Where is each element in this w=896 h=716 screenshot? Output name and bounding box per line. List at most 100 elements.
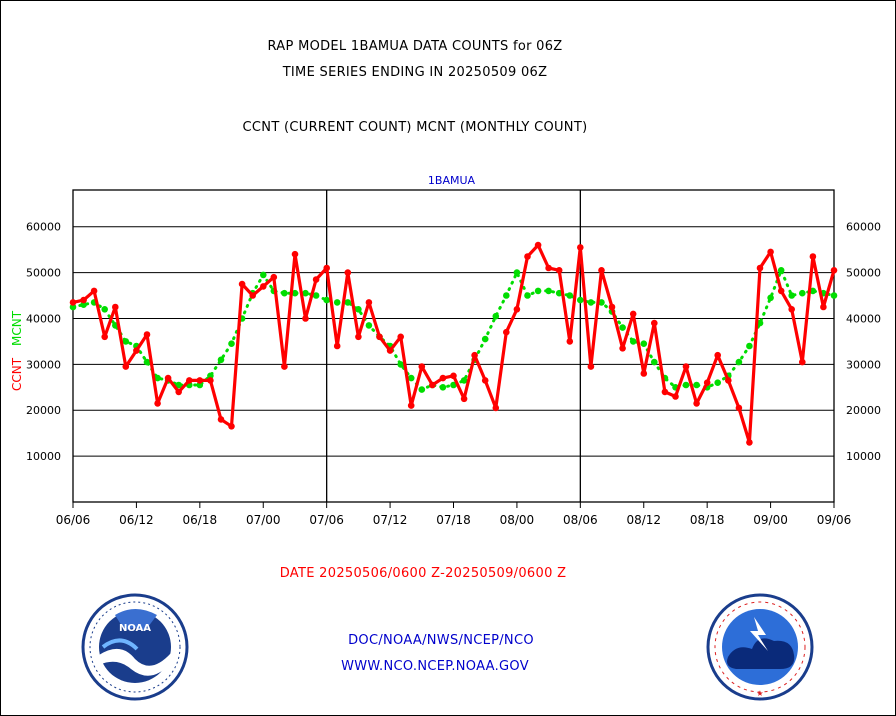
date-range-label: DATE 20250506/0600 Z-20250509/0600 Z [279, 566, 567, 581]
data-point-mcnt [207, 372, 214, 380]
data-point-mcnt [450, 381, 457, 389]
data-point-mcnt [439, 384, 447, 391]
data-point-ccnt [365, 299, 373, 306]
data-point-mcnt [365, 322, 373, 329]
data-point-ccnt [407, 402, 415, 409]
data-point-mcnt [196, 381, 204, 389]
data-point-ccnt [323, 264, 331, 272]
data-point-mcnt [640, 340, 648, 348]
data-point-mcnt [281, 289, 288, 297]
chart-subtitle: CCNT (CURRENT COUNT) MCNT (MONTHLY COUNT… [242, 120, 588, 135]
data-point-mcnt [777, 267, 785, 274]
data-point-ccnt [460, 395, 468, 403]
data-point-mcnt [460, 377, 468, 384]
data-point-ccnt [450, 372, 457, 380]
data-point-ccnt [186, 377, 193, 384]
data-point-mcnt [481, 335, 489, 343]
data-point-mcnt [788, 292, 795, 299]
data-point-ccnt [534, 241, 542, 249]
data-point-ccnt [799, 358, 806, 366]
data-point-ccnt [703, 379, 711, 387]
data-point-mcnt [228, 340, 235, 348]
x-tick-label: 08/12 [626, 513, 661, 527]
data-point-ccnt [302, 315, 309, 322]
data-point-ccnt [90, 287, 98, 295]
data-point-ccnt [112, 303, 119, 311]
data-point-mcnt [407, 374, 415, 382]
data-point-ccnt [577, 244, 584, 251]
x-tick-label: 08/06 [563, 513, 598, 527]
data-point-mcnt [534, 287, 542, 295]
chart-title-line1: RAP MODEL 1BAMUA DATA COUNTS for 06Z [267, 39, 563, 54]
y-tick-label-left: 40000 [26, 312, 61, 325]
data-point-mcnt [154, 374, 161, 382]
data-point-mcnt [566, 292, 574, 299]
website-link[interactable]: WWW.NCO.NCEP.NOAA.GOV [341, 659, 529, 674]
data-point-ccnt [503, 328, 510, 336]
data-point-ccnt [598, 267, 605, 274]
data-point-ccnt [122, 363, 130, 370]
data-point-ccnt [545, 264, 552, 272]
y-tick-label-right: 60000 [846, 221, 881, 234]
data-point-ccnt [513, 306, 521, 313]
data-point-ccnt [714, 351, 721, 359]
svg-text:★: ★ [756, 689, 763, 698]
data-point-ccnt [270, 273, 278, 281]
data-point-mcnt [651, 358, 658, 366]
data-point-ccnt [207, 377, 214, 384]
data-point-mcnt [767, 294, 774, 302]
y-axis-label-mcnt: MCNT [10, 310, 24, 346]
data-point-mcnt [492, 312, 500, 320]
national-weather-service-logo: ★ [706, 593, 814, 701]
data-point-ccnt [154, 400, 161, 407]
y-tick-label-left: 30000 [26, 358, 61, 371]
data-point-ccnt [175, 388, 182, 396]
data-point-ccnt [693, 400, 700, 407]
data-point-ccnt [80, 296, 87, 304]
data-point-ccnt [238, 280, 246, 288]
y-tick-label-right: 20000 [846, 404, 881, 417]
data-point-ccnt [260, 283, 267, 290]
data-point-ccnt [291, 250, 299, 258]
data-point-mcnt [629, 338, 637, 345]
data-point-ccnt [228, 423, 235, 430]
data-point-mcnt [799, 289, 806, 297]
data-point-ccnt [566, 338, 574, 345]
x-tick-label: 07/00 [246, 513, 281, 527]
data-point-mcnt [260, 271, 267, 279]
x-tick-label: 06/12 [119, 513, 154, 527]
noaa-logo: NOAA [81, 593, 189, 701]
data-point-mcnt [513, 269, 521, 276]
data-point-mcnt [682, 381, 690, 389]
data-point-ccnt [196, 377, 204, 384]
data-point-mcnt [101, 306, 108, 313]
y-tick-label-left: 20000 [26, 404, 61, 417]
data-point-mcnt [323, 296, 331, 304]
data-point-mcnt [577, 296, 584, 304]
data-point-ccnt [629, 310, 637, 318]
data-point-mcnt [69, 303, 77, 311]
data-point-ccnt [101, 333, 108, 341]
data-point-ccnt [661, 388, 669, 396]
x-tick-label: 07/06 [309, 513, 344, 527]
data-point-mcnt [397, 361, 405, 368]
data-point-ccnt [788, 306, 795, 313]
y-tick-label-left: 50000 [26, 267, 61, 280]
data-point-mcnt [291, 289, 299, 297]
data-point-mcnt [175, 381, 182, 389]
data-point-ccnt [397, 333, 405, 341]
x-tick-label: 09/06 [817, 513, 852, 527]
data-point-ccnt [619, 345, 626, 352]
y-tick-label-right: 40000 [846, 312, 881, 325]
data-point-mcnt [746, 342, 753, 350]
data-point-mcnt [587, 299, 595, 306]
data-point-mcnt [693, 381, 700, 389]
plot-label: 1BAMUA [428, 174, 476, 187]
data-point-mcnt [735, 358, 743, 366]
data-point-ccnt [777, 287, 785, 295]
data-point-ccnt [756, 264, 764, 272]
data-point-ccnt [143, 331, 151, 338]
data-point-ccnt [682, 363, 690, 370]
data-point-ccnt [376, 333, 383, 341]
